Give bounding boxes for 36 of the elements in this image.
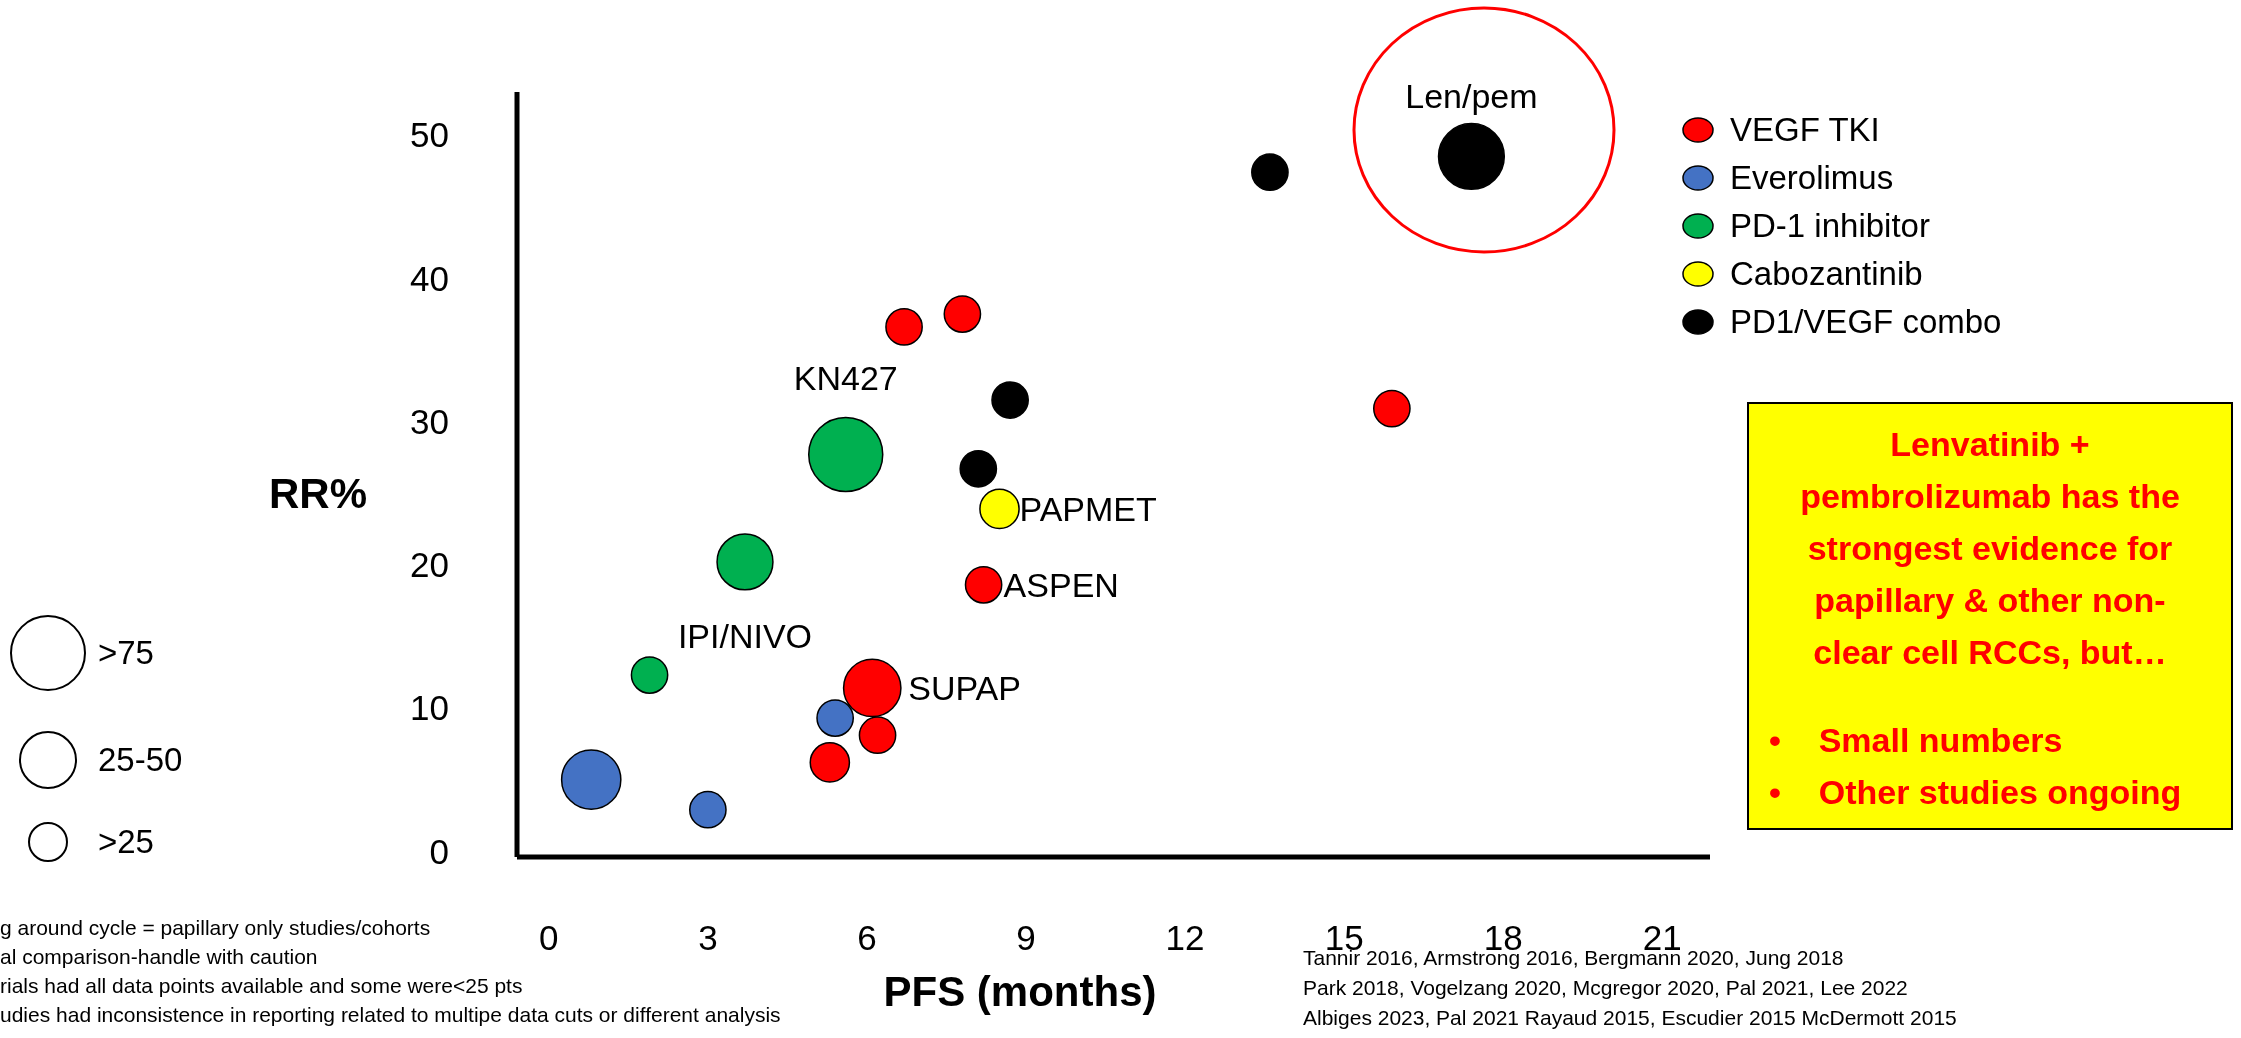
- text: al comparison-handle with caution: [0, 945, 318, 968]
- x-tick-label: 9: [1016, 917, 1036, 957]
- text: Lenvatinib + pembrolizumab has the strongest evidence for papillary & other non-clear cell RCCs, but…: [1799, 424, 2181, 673]
- text: • Small numbers: [1769, 720, 2064, 761]
- y-tick-label: 20: [410, 545, 449, 585]
- x-tick-label: 3: [698, 917, 718, 957]
- legend-label: VEGF TKI: [1730, 111, 1880, 149]
- y-tick-label: 40: [410, 258, 449, 298]
- text: rials had all data points available and some were<25 pts: [0, 973, 524, 999]
- x-axis-title: PFS (months): [883, 968, 1157, 1016]
- legend-label: Cabozantinib: [1730, 255, 1923, 293]
- legend-label: Everolimus: [1730, 159, 1894, 197]
- text: >25: [98, 823, 154, 861]
- text: udies had inconsistence in reporting related to multipe data cuts or different analysis: [0, 1002, 781, 1028]
- y-tick-label: 30: [410, 401, 449, 441]
- y-axis-title: RR%: [268, 470, 368, 518]
- annotation: Len/pem: [1405, 77, 1538, 116]
- text: • Other studies ongoing: [1769, 772, 2183, 813]
- legend-label: PD-1 inhibitor: [1730, 207, 1930, 245]
- x-tick-label: 12: [1165, 917, 1205, 957]
- text: 25-50: [98, 741, 183, 779]
- y-tick-label: 10: [410, 688, 449, 728]
- legend-label: PD1/VEGF combo: [1730, 303, 2002, 341]
- annotation: SUPAP: [908, 669, 1021, 708]
- annotation: KN427: [793, 359, 898, 398]
- x-tick-label: 0: [539, 917, 559, 957]
- y-tick-label: 0: [429, 831, 449, 871]
- x-tick-label: 6: [857, 917, 877, 957]
- annotation: PAPMET: [1019, 489, 1157, 528]
- text: g around cycle = papillary only studies/cohorts: [0, 916, 431, 939]
- text: >75: [98, 634, 154, 672]
- annotation: ASPEN: [1003, 565, 1119, 604]
- annotation: IPI/NIVO: [677, 617, 813, 656]
- y-tick-label: 50: [410, 115, 449, 155]
- text: Park 2018, Vogelzang 2020, Mcgregor 2020, Pal 2021, Lee 2022: [1303, 975, 1909, 1001]
- text: Albiges 2023, Pal 2021 Rayaud 2015, Escudier 2015 McDermott 2015: [1303, 1005, 1957, 1031]
